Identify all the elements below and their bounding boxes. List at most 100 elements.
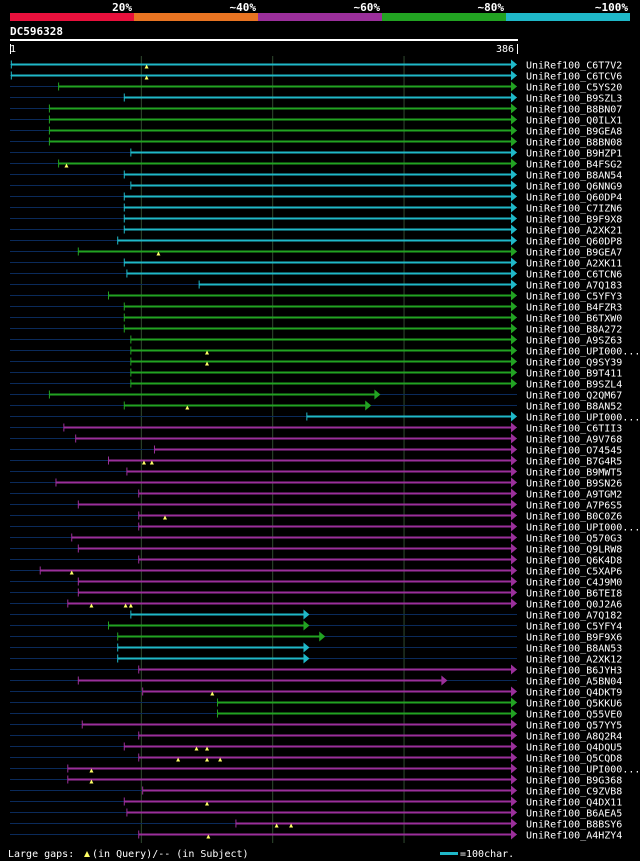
hit-row[interactable]: UniRef100_Q9SY39 [10,356,622,369]
hit-row[interactable]: UniRef100_B6TXW0 [10,312,622,325]
hit-row[interactable]: UniRef100_B9SZL3 [10,92,622,105]
hit-label[interactable]: UniRef100_Q4DKT9 [526,688,622,699]
hit-row[interactable]: UniRef100_Q9LRW8 [10,543,622,556]
hit-label[interactable]: UniRef100_B0C0Z6 [526,512,622,523]
hit-label[interactable]: UniRef100_Q9LRW8 [526,545,622,556]
hit-row[interactable]: UniRef100_Q6NNG9 [10,180,622,193]
hit-row[interactable]: UniRef100_Q570G3 [10,532,622,545]
hit-row[interactable]: UniRef100_B8AN52 [10,400,622,413]
hit-label[interactable]: UniRef100_Q5KKU6 [526,699,622,710]
hit-label[interactable]: UniRef100_O74545 [526,446,622,457]
hit-label[interactable]: UniRef100_B9F9X8 [526,215,622,226]
hit-label[interactable]: UniRef100_A8Q2R4 [526,732,622,743]
hit-label[interactable]: UniRef100_B9SZL4 [526,380,622,391]
hit-row[interactable]: UniRef100_Q4DX11 [10,796,622,809]
hit-row[interactable]: UniRef100_C6T7V2 [10,59,622,72]
hit-label[interactable]: UniRef100_Q9SY39 [526,358,622,369]
hit-label[interactable]: UniRef100_B8BN07 [526,105,622,116]
hit-label[interactable]: UniRef100_B8AN53 [526,644,622,655]
hit-row[interactable]: UniRef100_B6JYH3 [10,664,622,677]
hit-label[interactable]: UniRef100_A2XK21 [526,226,622,237]
hit-label[interactable]: UniRef100_Q4DX11 [526,798,622,809]
hit-label[interactable]: UniRef100_UPI000... [526,347,640,358]
hit-label[interactable]: UniRef100_B8AN54 [526,171,622,182]
hit-row[interactable]: UniRef100_A9TGM2 [10,488,622,501]
hit-label[interactable]: UniRef100_C6TCN6 [526,270,622,281]
hit-row[interactable]: UniRef100_C7IZN6 [10,202,622,215]
hit-row[interactable]: UniRef100_B9G368 [10,774,622,787]
hit-row[interactable]: UniRef100_B8AN54 [10,169,622,182]
hit-label[interactable]: UniRef100_Q0ILX1 [526,116,622,127]
hit-row[interactable]: UniRef100_B8AN53 [10,642,622,655]
hit-label[interactable]: UniRef100_C7IZN6 [526,204,622,215]
hit-row[interactable]: UniRef100_B9T411 [10,367,622,380]
hit-row[interactable]: UniRef100_UPI000... [10,521,640,534]
hit-row[interactable]: UniRef100_Q4DKT9 [10,686,622,699]
hit-row[interactable]: UniRef100_B4FSG2 [10,158,622,171]
hit-row[interactable]: UniRef100_C4J9M0 [10,576,622,589]
hit-row[interactable]: UniRef100_O74545 [10,444,622,457]
hit-row[interactable]: UniRef100_A2XK12 [10,653,622,666]
hit-row[interactable]: UniRef100_B9SN26 [10,477,622,490]
hit-label[interactable]: UniRef100_A9SZ63 [526,336,622,347]
hit-label[interactable]: UniRef100_B6TEI8 [526,589,622,600]
hit-row[interactable]: UniRef100_B7G4R5 [10,455,622,468]
hit-label[interactable]: UniRef100_Q4DQU5 [526,743,622,754]
hit-row[interactable]: UniRef100_A8Q2R4 [10,730,622,743]
hit-label[interactable]: UniRef100_C6TCV6 [526,72,622,83]
hit-row[interactable]: UniRef100_Q55VE0 [10,708,622,721]
hit-row[interactable]: UniRef100_Q57YY5 [10,719,622,732]
hit-row[interactable]: UniRef100_Q5KKU6 [10,697,622,710]
hit-label[interactable]: UniRef100_C5YFY3 [526,292,622,303]
hit-label[interactable]: UniRef100_Q57YY5 [526,721,622,732]
hit-label[interactable]: UniRef100_B9F9X6 [526,633,622,644]
hit-label[interactable]: UniRef100_B8A272 [526,325,622,336]
hit-label[interactable]: UniRef100_B9HZP1 [526,149,622,160]
hit-row[interactable]: UniRef100_B6AEA5 [10,807,622,820]
hit-row[interactable]: UniRef100_A2XK21 [10,224,622,237]
hit-label[interactable]: UniRef100_B8BSY6 [526,820,622,831]
hit-row[interactable]: UniRef100_C5XAP6 [10,565,622,578]
hit-row[interactable]: UniRef100_Q5CQD8 [10,752,622,765]
hit-row[interactable]: UniRef100_B4FZR3 [10,301,622,314]
hit-label[interactable]: UniRef100_UPI000... [526,413,640,424]
hit-row[interactable]: UniRef100_C5YFY4 [10,620,622,633]
hit-label[interactable]: UniRef100_B9GEA8 [526,127,622,138]
hit-row[interactable]: UniRef100_Q6K4D8 [10,554,622,567]
hit-row[interactable]: UniRef100_B8BN08 [10,136,622,149]
hit-label[interactable]: UniRef100_Q60DP8 [526,237,622,248]
hit-label[interactable]: UniRef100_B9GEA7 [526,248,622,259]
hit-label[interactable]: UniRef100_B4FSG2 [526,160,622,171]
hit-row[interactable]: UniRef100_A9V768 [10,433,622,446]
hit-label[interactable]: UniRef100_B7G4R5 [526,457,622,468]
hit-label[interactable]: UniRef100_Q55VE0 [526,710,622,721]
hit-label[interactable]: UniRef100_C5YS20 [526,83,622,94]
hit-label[interactable]: UniRef100_C6T7V2 [526,61,622,72]
hit-row[interactable]: UniRef100_C6TCN6 [10,268,622,281]
hit-row[interactable]: UniRef100_Q60DP8 [10,235,622,248]
hit-row[interactable]: UniRef100_Q0ILX1 [10,114,622,127]
hit-label[interactable]: UniRef100_Q0J2A6 [526,600,622,611]
hit-row[interactable]: UniRef100_A5BN04 [10,675,622,688]
hit-label[interactable]: UniRef100_Q5CQD8 [526,754,622,765]
hit-row[interactable]: UniRef100_C5YS20 [10,81,622,94]
hit-row[interactable]: UniRef100_B6TEI8 [10,587,622,600]
hit-row[interactable]: UniRef100_Q2QM67 [10,389,622,402]
hit-label[interactable]: UniRef100_B9SN26 [526,479,622,490]
hit-row[interactable]: UniRef100_UPI000... [10,763,640,776]
hit-row[interactable]: UniRef100_B9SZL4 [10,378,622,391]
hit-row[interactable]: UniRef100_B9HZP1 [10,147,622,160]
hit-label[interactable]: UniRef100_C5XAP6 [526,567,622,578]
hit-label[interactable]: UniRef100_B6JYH3 [526,666,622,677]
hit-label[interactable]: UniRef100_B9SZL3 [526,94,622,105]
hit-row[interactable]: UniRef100_Q0J2A6 [10,598,622,611]
hit-label[interactable]: UniRef100_B6TXW0 [526,314,622,325]
hit-label[interactable]: UniRef100_UPI000... [526,765,640,776]
hit-row[interactable]: UniRef100_C9ZVB8 [10,785,622,798]
hit-label[interactable]: UniRef100_B8BN08 [526,138,622,149]
hit-row[interactable]: UniRef100_A9SZ63 [10,334,622,347]
hit-row[interactable]: UniRef100_B9GEA8 [10,125,622,138]
hit-label[interactable]: UniRef100_A4HZY4 [526,831,622,842]
hit-row[interactable]: UniRef100_A4HZY4 [10,829,622,842]
hit-row[interactable]: UniRef100_A7P6S5 [10,499,622,512]
